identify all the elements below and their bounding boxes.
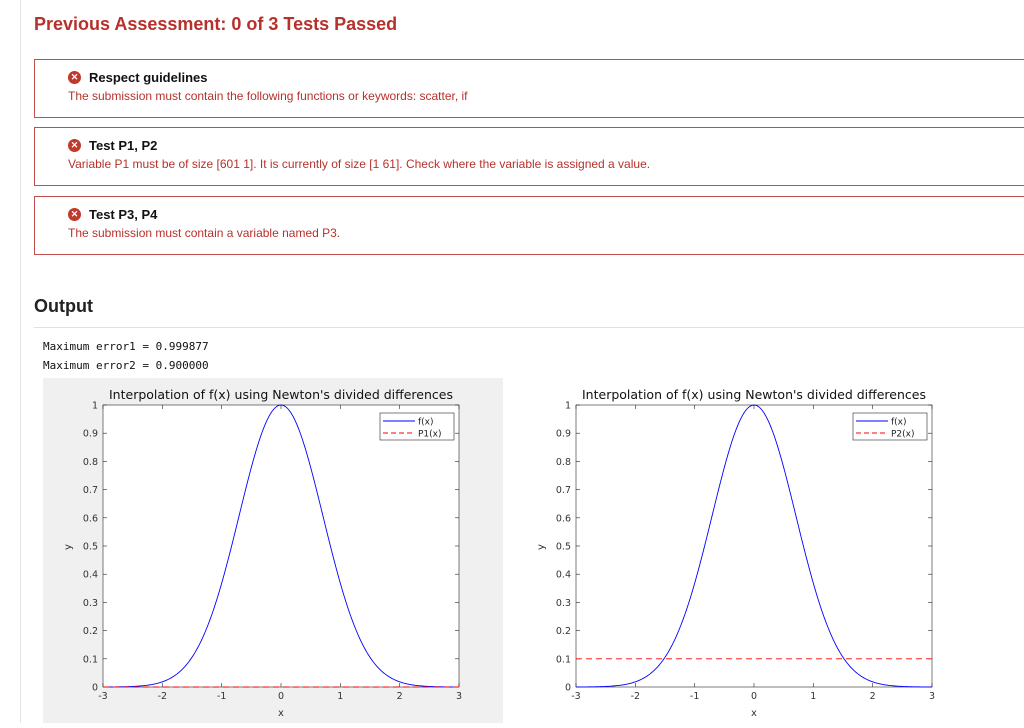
error-icon: ✕ <box>68 71 81 84</box>
output-line: Maximum error2 = 0.900000 <box>43 359 209 372</box>
x-tick-label: 2 <box>870 691 876 702</box>
x-tick-label: -3 <box>571 691 580 702</box>
y-tick-label: 0.3 <box>83 598 98 609</box>
y-tick-label: 0.7 <box>83 485 98 496</box>
test-result-p3-p4: ✕ Test P3, P4 The submission must contai… <box>34 196 1024 255</box>
x-tick-label: 0 <box>751 691 757 702</box>
y-tick-label: 1 <box>565 401 571 412</box>
series-line-0 <box>102 404 460 688</box>
y-tick-label: 0.4 <box>83 570 98 581</box>
x-tick-label: 3 <box>456 691 462 702</box>
legend-box <box>379 412 455 441</box>
test-header: ✕ Test P1, P2 <box>68 138 157 153</box>
output-title: Output <box>34 296 93 316</box>
error-icon: ✕ <box>68 208 81 221</box>
output-divider <box>34 327 1024 328</box>
y-tick-label: 0.7 <box>556 485 571 496</box>
x-tick-label: -2 <box>631 691 640 702</box>
y-tick-label: 0.3 <box>556 598 571 609</box>
x-tick-label: -1 <box>690 691 699 702</box>
y-axis-label: y <box>536 544 547 550</box>
test-result-p1-p2: ✕ Test P1, P2 Variable P1 must be of siz… <box>34 127 1024 186</box>
x-tick-label: -3 <box>98 691 107 702</box>
y-tick-label: 0.6 <box>556 513 571 524</box>
x-tick-label: 2 <box>397 691 403 702</box>
y-tick-label: 0.5 <box>556 542 571 553</box>
y-tick-label: 0.5 <box>83 542 98 553</box>
test-result-guidelines: ✕ Respect guidelines The submission must… <box>34 59 1024 118</box>
x-tick-label: -1 <box>217 691 226 702</box>
test-message: The submission must contain a variable n… <box>68 226 341 240</box>
y-tick-label: 0.9 <box>83 429 98 440</box>
x-tick-label: 3 <box>929 691 935 702</box>
legend-box <box>852 412 928 441</box>
y-tick-label: 0.9 <box>556 429 571 440</box>
y-tick-label: 0 <box>92 683 98 694</box>
test-header: ✕ Test P3, P4 <box>68 207 157 222</box>
x-axis-label: x <box>751 708 757 719</box>
error-icon: ✕ <box>68 139 81 152</box>
legend-label: f(x) <box>418 418 434 428</box>
y-tick-label: 0.4 <box>556 570 571 581</box>
y-tick-label: 0.6 <box>83 513 98 524</box>
figure-plot-p2: Interpolation of f(x) using Newton's div… <box>516 378 976 728</box>
test-name: Respect guidelines <box>89 70 208 85</box>
assessment-title: Previous Assessment: 0 of 3 Tests Passed <box>34 14 398 34</box>
x-tick-label: -2 <box>158 691 167 702</box>
chart-svg: Interpolation of f(x) using Newton's div… <box>516 378 976 723</box>
chart-svg: Interpolation of f(x) using Newton's div… <box>43 378 503 723</box>
y-axis-label: y <box>63 544 74 550</box>
y-tick-label: 0.2 <box>556 626 571 637</box>
plot-area <box>102 404 460 688</box>
x-tick-label: 1 <box>337 691 343 702</box>
y-tick-label: 0.2 <box>83 626 98 637</box>
x-axis-label: x <box>278 708 284 719</box>
left-border <box>20 0 21 723</box>
plot-area <box>575 404 933 688</box>
y-tick-label: 0.8 <box>556 457 571 468</box>
legend-label: f(x) <box>891 418 907 428</box>
y-tick-label: 0.8 <box>83 457 98 468</box>
x-tick-label: 1 <box>810 691 816 702</box>
legend-label: P2(x) <box>891 430 915 440</box>
test-header: ✕ Respect guidelines <box>68 70 207 85</box>
test-message: Variable P1 must be of size [601 1]. It … <box>68 157 651 171</box>
y-tick-label: 0 <box>565 683 571 694</box>
test-message: The submission must contain the followin… <box>68 89 468 103</box>
series-line-0 <box>575 404 933 688</box>
y-tick-label: 0.1 <box>556 654 571 665</box>
test-name: Test P1, P2 <box>89 138 158 153</box>
chart-title: Interpolation of f(x) using Newton's div… <box>582 387 926 402</box>
x-tick-label: 0 <box>278 691 284 702</box>
legend-label: P1(x) <box>418 430 442 440</box>
test-name: Test P3, P4 <box>89 207 158 222</box>
y-tick-label: 0.1 <box>83 654 98 665</box>
output-line: Maximum error1 = 0.999877 <box>43 340 209 353</box>
figure-plot-p1: Interpolation of f(x) using Newton's div… <box>43 378 503 728</box>
chart-title: Interpolation of f(x) using Newton's div… <box>109 387 453 402</box>
y-tick-label: 1 <box>92 401 98 412</box>
